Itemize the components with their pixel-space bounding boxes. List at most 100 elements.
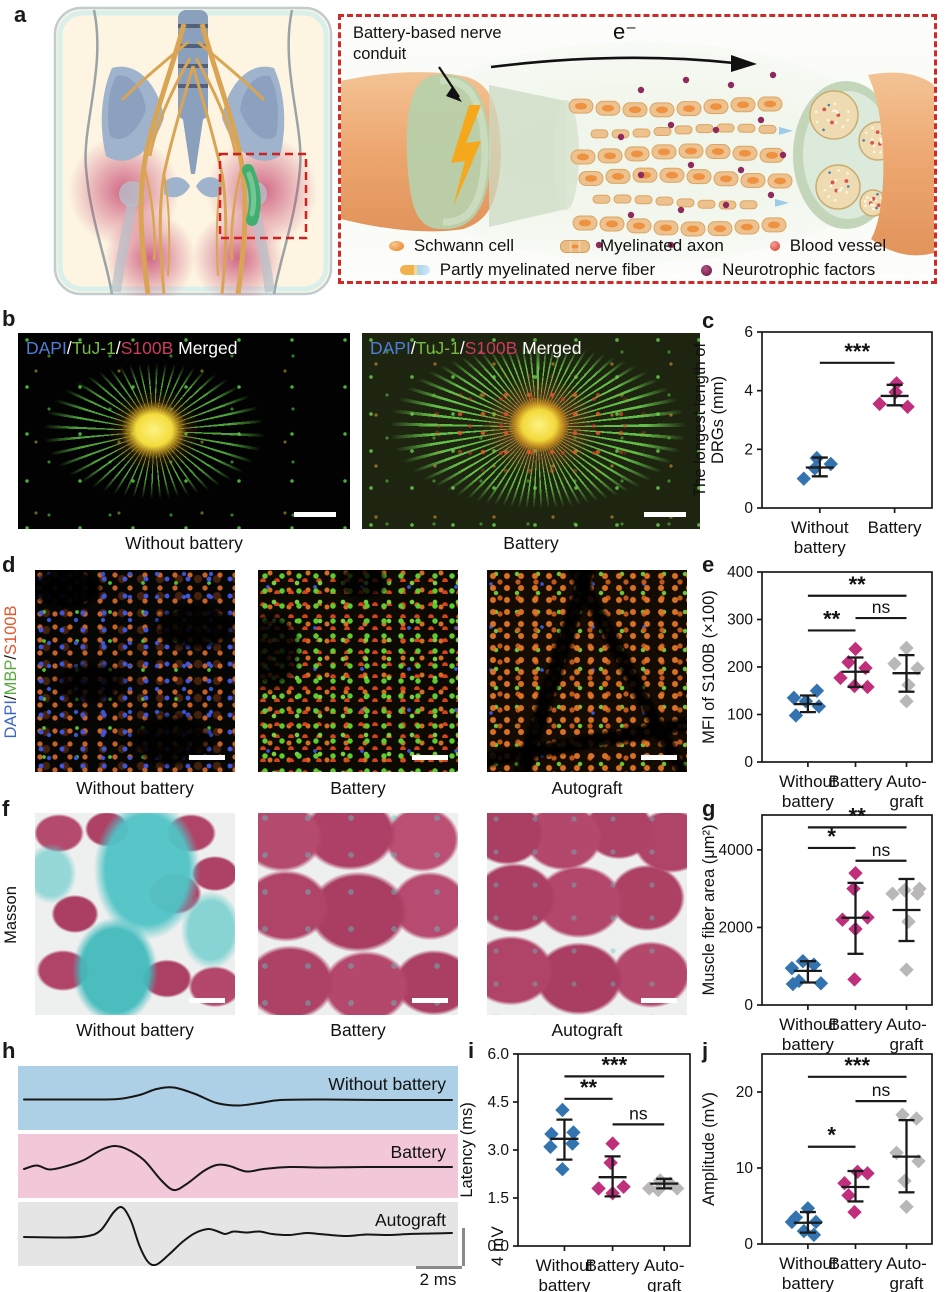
myelinated-axon-icon [559,239,590,253]
nerve-conduit-schematic-art [341,42,934,262]
data-point-battery [847,972,862,987]
svg-text:2: 2 [744,441,753,458]
error-bar [805,456,834,478]
trace-label: Battery [390,1142,446,1162]
significance-label: ** [823,606,841,631]
electron-flow-arrow [490,56,735,69]
error-bar [793,960,822,984]
data-point-autograft [912,881,927,896]
significance-label: ** [849,803,867,828]
legend-item: Partly myelinated nerve fiber [399,260,655,280]
caption-b-battery: Battery [503,533,559,553]
stain-part: S100B [2,605,20,656]
data-point-battery [846,881,861,896]
legend-label: Myelinated axon [599,236,724,255]
svg-text:Without: Without [779,1254,837,1273]
legend-item: Myelinated axon [559,236,724,256]
significance-label: * [827,1123,836,1148]
muscle-masson-battery [258,813,458,1015]
svg-text:Without: Without [791,518,849,537]
svg-text:Without: Without [779,1015,837,1034]
scale-bar [189,998,225,1003]
stain-part: S100B [120,338,174,358]
scale-bar [644,512,686,517]
schematic-legend-row-1: Schwann cell Myelinated axon Blood vessel [341,236,934,256]
highlight-dashed-box [218,152,308,240]
svg-text:graft: graft [647,1276,681,1292]
stain-part: S100B [464,338,518,358]
stain-part: DAPI [2,700,20,739]
panel-f-label: f [2,796,10,821]
scatter-plot-e: 0 100 200 300 400 MFI of S100B (×100) Withoutb… [700,564,933,811]
data-point-without-battery [823,456,838,472]
error-bar [841,656,870,689]
error-bar [892,1118,921,1194]
trace-band-battery: Battery [18,1134,458,1198]
data-point-battery [837,1176,852,1191]
error-bar [841,881,870,955]
caption-f-battery: Battery [330,1020,386,1040]
svg-text:Auto-: Auto- [886,772,927,791]
stain-part: / [459,338,465,358]
stain-part: DAPI [370,338,411,358]
data-point-battery [847,1204,862,1220]
data-point-autograft [899,640,914,656]
partly-myelinated-nerve-fiber-icon [399,265,430,275]
error-bar [598,1155,627,1198]
nerve-section-battery [258,570,458,772]
distal-nerve-cross-section [793,81,899,229]
data-point-battery [605,1136,620,1151]
data-point-battery [860,679,875,695]
svg-text:20: 20 [736,1084,754,1101]
panel-e-label: e [702,552,715,577]
svg-text:Auto-: Auto- [886,1015,927,1034]
data-point-battery [889,376,904,391]
caption-b-without-battery: Without battery [125,533,243,553]
error-bar [793,1210,822,1234]
stain-part: / [66,338,72,358]
data-point-battery [616,1179,631,1194]
significance-label: ns [872,840,891,860]
significance-label: ns [872,597,891,617]
data-point-without-battery [809,683,825,698]
significance-label: *** [844,339,870,364]
svg-text:1.5: 1.5 [487,1190,509,1207]
data-point-without-battery [788,708,804,723]
svg-text:4: 4 [744,383,753,400]
stain-part: / [410,338,416,358]
muscle-masson-without-battery [35,813,235,1015]
scale-bar [412,998,448,1003]
legend-item: Schwann cell [388,236,514,256]
pelvis-anatomy-illustration [53,6,333,296]
scatter-plot-c: 0 2 4 6 The longest length ofDRGs (mm) Withou… [691,324,933,557]
svg-text:graft: graft [889,792,923,811]
schwann-cell-icon [388,241,404,251]
error-bar [880,383,909,407]
drg-image-battery: DAPI/TuJ-1/S100B Merged [362,333,700,529]
scale-bar [641,998,677,1003]
svg-text:Auto-: Auto- [644,1256,685,1275]
svg-text:300: 300 [727,612,753,629]
data-point-battery [833,670,848,686]
scatter-plot-j: 0 10 20 Amplitude (mV) WithoutbatteryBattery… [700,1053,933,1292]
legend-label: Blood vessel [789,236,887,255]
panel-a-label: a [14,2,27,27]
svg-text:4.5: 4.5 [487,1094,509,1111]
stain-part: / [2,655,20,660]
stain-header: DAPI/TuJ-1/S100B Merged [26,338,237,359]
muscle-masson-autograft [487,813,687,1015]
svg-text:10: 10 [736,1160,754,1177]
svg-text:Battery: Battery [868,518,922,537]
caption-f-without-battery: Without battery [76,1020,194,1040]
panel-b-label: b [2,306,16,331]
time-scale-bar [416,1266,462,1269]
data-point-autograft [899,1199,914,1214]
time-scale-label: 2 ms [419,1270,457,1289]
scale-bar [412,755,448,760]
legend-label: Neurotrophic factors [722,260,876,279]
data-point-battery [841,655,856,670]
trace-band-autograft: Autograft [18,1202,458,1266]
chart-longest-length-of-drgs: 0 2 4 6 The longest length ofDRGs (mm) Withou… [691,316,945,557]
svg-text:battery: battery [794,538,846,557]
